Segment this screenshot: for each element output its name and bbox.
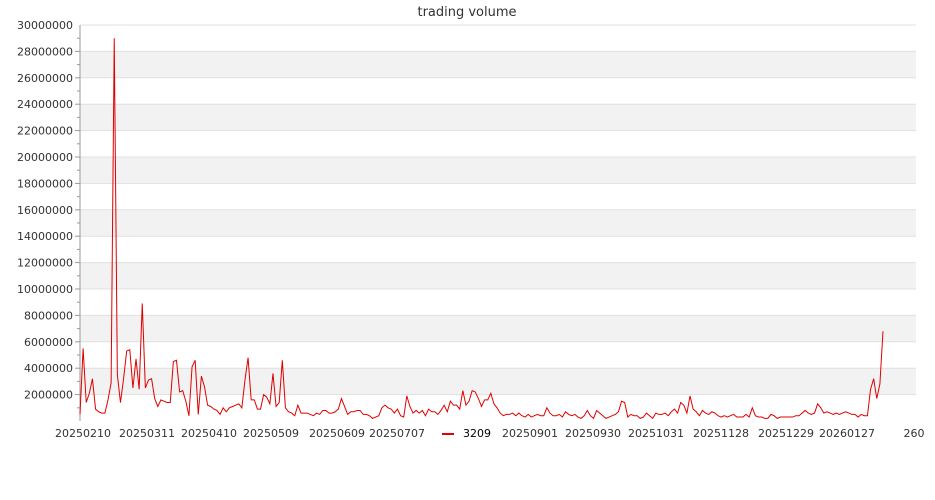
x-tick-label: 260 — [904, 427, 925, 440]
legend-label: 3209 — [463, 427, 491, 440]
grid-bands — [80, 51, 916, 395]
y-axis: 2000000 4000000 6000000 8000000 10000000 1200… — [17, 19, 81, 421]
x-tick-label: 20260127 — [819, 427, 875, 440]
chart-title: trading volume — [417, 5, 516, 20]
y-tick-label: 14000000 — [17, 230, 73, 243]
grid-band — [80, 315, 916, 342]
grid-band — [80, 368, 916, 395]
x-tick-label: 20250707 — [369, 427, 425, 440]
x-tick-label: 20250410 — [181, 427, 237, 440]
grid-band — [80, 209, 916, 237]
grid-band — [80, 157, 916, 184]
grid-band — [80, 51, 916, 78]
x-tick-label: 20250210 — [55, 427, 111, 440]
y-tick-label: 28000000 — [17, 45, 73, 58]
x-axis: 20250210 20250311 20250410 20250509 20250609… — [55, 427, 925, 440]
grid-lines — [80, 24, 916, 396]
legend: 3209 — [442, 427, 491, 440]
y-tick-label: 24000000 — [17, 98, 73, 111]
y-tick-label: 16000000 — [17, 204, 73, 217]
y-tick-label: 6000000 — [24, 336, 73, 349]
x-tick-label: 20250509 — [243, 427, 299, 440]
x-tick-label: 20251128 — [693, 427, 749, 440]
y-tick-label: 30000000 — [17, 19, 73, 32]
y-tick-label: 2000000 — [24, 389, 73, 402]
plot-series — [79, 38, 884, 420]
series-line — [79, 38, 884, 420]
y-tick-label: 22000000 — [17, 125, 73, 138]
y-tick-label: 26000000 — [17, 72, 73, 85]
y-tick-label: 12000000 — [17, 257, 73, 270]
x-tick-label: 20251229 — [758, 427, 814, 440]
x-tick-label: 20250609 — [309, 427, 365, 440]
x-tick-label: 20250311 — [119, 427, 175, 440]
grid-band — [80, 104, 916, 131]
grid-band — [80, 262, 916, 289]
x-tick-label: 20250901 — [502, 427, 558, 440]
x-tick-label: 20251031 — [628, 427, 684, 440]
x-tick-label: 20250930 — [565, 427, 621, 440]
y-tick-label: 8000000 — [24, 309, 73, 322]
y-tick-label: 20000000 — [17, 151, 73, 164]
y-tick-label: 10000000 — [17, 283, 73, 296]
y-tick-label: 4000000 — [24, 362, 73, 375]
y-tick-label: 18000000 — [17, 177, 73, 190]
